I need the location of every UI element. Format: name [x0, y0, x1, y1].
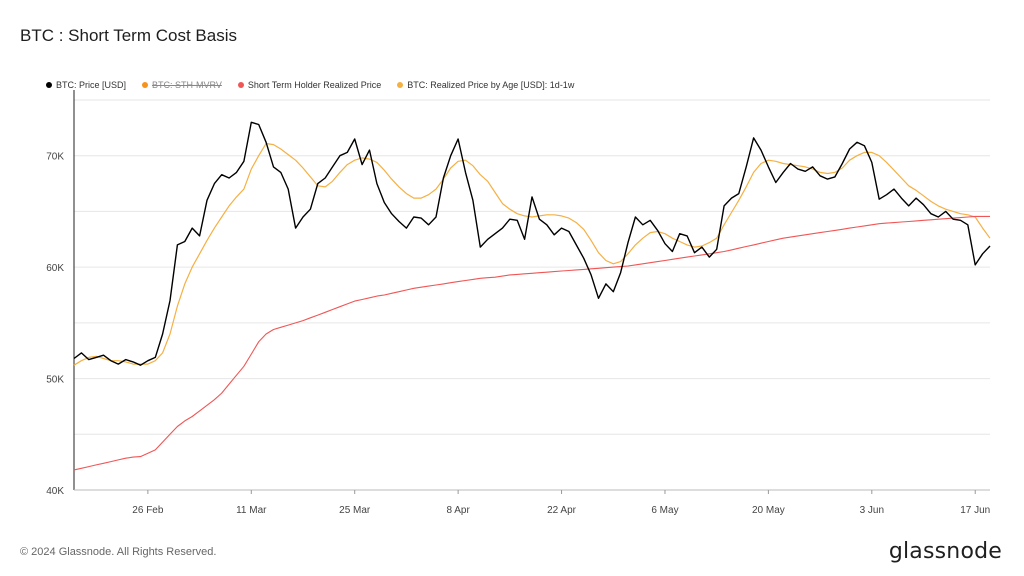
legend-label-sth-mvrv: BTC: STH-MVRV: [152, 80, 222, 90]
x-tick-label: 17 Jun: [960, 505, 990, 516]
y-tick-label: 50K: [46, 375, 64, 386]
x-tick-label: 22 Apr: [547, 505, 577, 516]
legend-dot-sth-mvrv: [142, 82, 149, 88]
series-line-price: [73, 121, 991, 366]
series-line-realized-1d1w: [73, 142, 991, 366]
brand-logo[interactable]: glassnode: [888, 539, 1002, 564]
legend-dot-sth-realized: [237, 82, 244, 88]
y-tick-label: 70K: [46, 152, 64, 163]
series-line-sth-realized-price: [73, 215, 990, 471]
legend-item-price[interactable]: BTC: Price [USD]: [46, 80, 126, 90]
y-tick-label: 60K: [46, 263, 64, 274]
x-tick-label: 11 Mar: [236, 505, 267, 516]
legend-dot-price: [46, 82, 52, 88]
x-tick-label: 8 Apr: [446, 505, 470, 516]
legend-item-sth-realized[interactable]: Short Term Holder Realized Price: [237, 80, 382, 90]
legend-dot-realized-1d1w: [397, 82, 404, 88]
legend-label-price: BTC: Price [USD]: [56, 80, 127, 90]
x-tick-label: 6 May: [651, 505, 678, 516]
legend-item-sth-mvrv[interactable]: BTC: STH-MVRV: [142, 80, 222, 90]
chart-title: BTC : Short Term Cost Basis: [20, 26, 237, 45]
copyright-footer: © 2024 Glassnode. All Rights Reserved.: [20, 546, 217, 558]
y-tick-label: 40K: [46, 486, 64, 497]
chart-legend: BTC: Price [USD] BTC: STH-MVRV Short Ter…: [46, 80, 574, 90]
x-tick-label: 25 Mar: [339, 505, 371, 516]
x-tick-label: 3 Jun: [860, 505, 884, 516]
legend-label-sth-realized: Short Term Holder Realized Price: [247, 80, 382, 90]
legend-label-realized-1d1w: BTC: Realized Price by Age [USD]: 1d-1w: [407, 80, 575, 90]
x-tick-label: 26 Feb: [132, 505, 164, 516]
legend-item-realized-1d1w[interactable]: BTC: Realized Price by Age [USD]: 1d-1w: [397, 80, 574, 90]
x-tick-label: 20 May: [752, 505, 785, 516]
